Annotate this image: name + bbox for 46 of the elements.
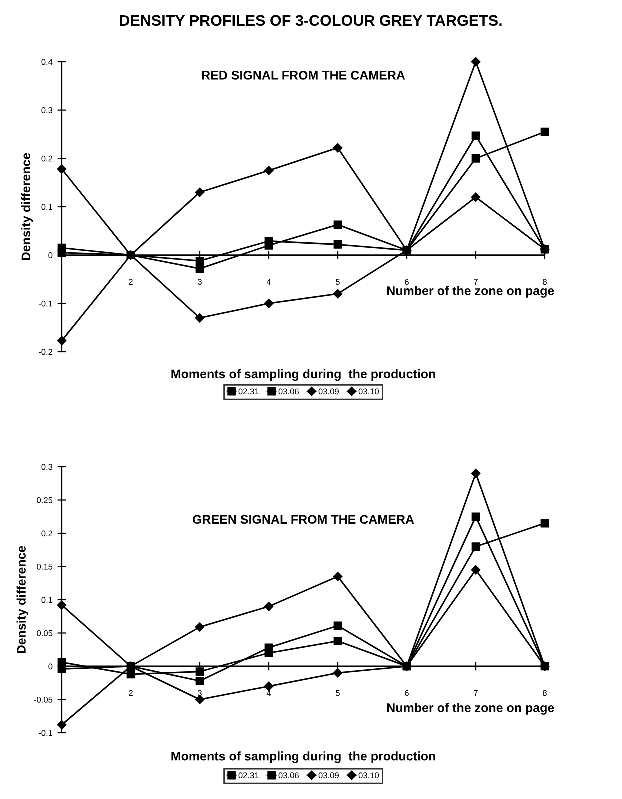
x-tick-label: 6 — [405, 690, 409, 696]
y-tick-label: 0.1 — [42, 204, 53, 210]
y-tick-label: 0.05 — [37, 630, 53, 636]
annotation: Number of the zone on page — [387, 703, 554, 715]
legend-label: 03.10 — [358, 388, 380, 395]
y-tick-label: 0.15 — [37, 564, 53, 570]
y-tick-label: 0.2 — [42, 156, 53, 162]
x-tick-label: 7 — [474, 279, 478, 285]
y-tick-label: -0.1 — [38, 730, 53, 736]
y-tick-label: 0.1 — [42, 597, 53, 604]
x-tick-label: 6 — [405, 279, 409, 286]
legend-label: 03.09 — [318, 388, 339, 395]
legend-label: 02.31 — [238, 772, 259, 779]
x-tick-label: 8 — [543, 279, 547, 286]
legend-label: 02.31 — [238, 388, 259, 395]
legend-label: 03.09 — [318, 772, 339, 779]
y-tick-label: 0.3 — [42, 108, 53, 114]
x-tick-label: 4 — [266, 690, 272, 696]
y-tick-label: 0 — [48, 664, 53, 670]
x-tick-label: 8 — [543, 690, 547, 696]
y-tick-label: -0.05 — [34, 696, 53, 703]
legend-label: 03.06 — [278, 388, 299, 395]
legend-label: 03.10 — [358, 772, 380, 779]
x-tick-label: 3 — [198, 279, 202, 286]
y-tick-label: 0.3 — [42, 464, 53, 470]
y-tick-label: 0 — [48, 252, 53, 258]
annotation: Number of the zone on page — [387, 286, 554, 298]
text: GREEN SIGNAL FROM THE CAMERA — [193, 515, 414, 524]
y-axis-title: Density difference — [16, 546, 28, 654]
legend-label: 03.06 — [278, 772, 299, 779]
x-tick-label: 4 — [266, 279, 272, 285]
x-axis-title: Moments of sampling during the production — [172, 369, 436, 382]
y-tick-label: 0.2 — [42, 530, 53, 537]
x-tick-label: 5 — [336, 690, 340, 696]
x-tick-label: 2 — [129, 279, 133, 285]
x-axis-title: Moments of sampling during the production — [172, 752, 436, 764]
chart-title: DENSITY PROFILES OF 3-COLOUR GREY TARGETS. — [120, 15, 502, 26]
y-tick-label: 0.4 — [42, 59, 53, 66]
text: RED SIGNAL FROM THE CAMERA — [202, 71, 406, 80]
y-tick-label: -0.1 — [38, 300, 53, 307]
x-tick-label: 2 — [129, 690, 133, 696]
x-tick-label: 7 — [474, 690, 478, 696]
y-tick-label: 0.25 — [37, 497, 53, 504]
x-tick-label: 5 — [336, 279, 340, 286]
y-tick-label: -0.2 — [38, 349, 53, 356]
y-axis-title: Density difference — [21, 153, 34, 260]
